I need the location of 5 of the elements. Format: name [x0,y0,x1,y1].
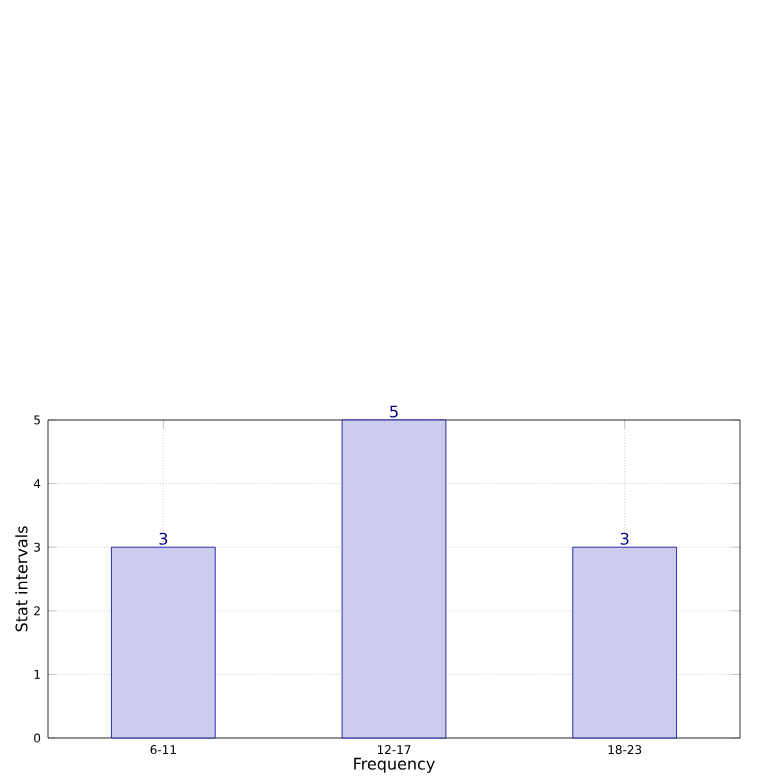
y-axis-title: Stat intervals [15,526,28,632]
data-label: 3 [159,532,168,545]
data-label: 5 [390,405,398,418]
x-axis-title: Frequency [354,757,435,773]
data-label: 3 [620,532,629,545]
